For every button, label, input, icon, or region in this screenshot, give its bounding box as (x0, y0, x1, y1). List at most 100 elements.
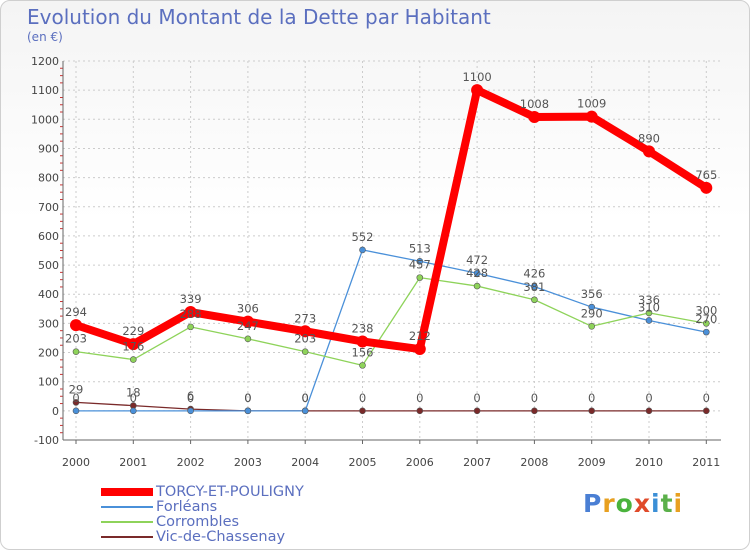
data-label: 0 (244, 391, 251, 405)
logo-letter: i (651, 489, 661, 518)
data-label: 336 (638, 293, 660, 307)
y-tick-label: 0 (52, 405, 59, 418)
data-point (187, 323, 194, 331)
y-tick-label: 200 (38, 347, 59, 360)
data-point (72, 407, 80, 415)
data-label: 294 (65, 305, 87, 319)
data-point (473, 407, 481, 415)
data-label: 0 (473, 391, 480, 405)
data-label: 0 (588, 391, 595, 405)
legend-label: Vic-de-Chassenay (156, 529, 286, 545)
data-point (130, 356, 137, 363)
y-tick-label: 1200 (31, 55, 59, 68)
y-tick-label: 300 (38, 317, 59, 330)
y-tick-label: 800 (38, 172, 59, 185)
data-label: 203 (65, 332, 87, 346)
data-point (645, 407, 653, 415)
data-label: 472 (466, 253, 488, 267)
data-point (244, 335, 252, 343)
data-point (416, 257, 424, 265)
y-tick-label: 1000 (31, 113, 59, 126)
data-point (585, 110, 598, 123)
data-label: 29 (69, 382, 84, 396)
chart-unit: (en €) (27, 30, 63, 44)
data-label: 300 (695, 303, 717, 317)
data-point (588, 322, 596, 330)
data-point (702, 328, 710, 336)
data-label: 890 (638, 131, 660, 145)
data-label: 356 (581, 287, 603, 301)
data-label: 0 (72, 391, 79, 405)
y-tick-label: 600 (38, 230, 59, 243)
x-tick-label: 2003 (234, 456, 262, 469)
y-tick-label: -100 (34, 434, 59, 447)
legend-swatch (101, 506, 153, 508)
data-label: 0 (416, 391, 423, 405)
legend-swatch (101, 521, 153, 523)
data-label: 288 (180, 307, 202, 321)
data-label: 310 (638, 300, 660, 314)
data-label: 1100 (462, 70, 491, 84)
data-label: 0 (645, 391, 652, 405)
data-label: 247 (237, 319, 259, 333)
data-point (244, 407, 252, 415)
data-point (416, 407, 424, 415)
logo-letter: i (673, 489, 684, 518)
data-point (301, 407, 309, 415)
data-label: 426 (523, 267, 545, 281)
data-label: 270 (695, 312, 717, 326)
series-line-1 (75, 249, 707, 412)
data-point (359, 246, 366, 254)
proxiti-logo: Proxiti (583, 489, 683, 518)
x-tick-label: 2006 (406, 456, 434, 469)
data-point (356, 335, 369, 348)
data-label: 1009 (577, 97, 606, 111)
data-point (416, 274, 424, 281)
data-point (359, 407, 366, 415)
data-point (702, 320, 710, 327)
data-label: 0 (531, 391, 538, 405)
data-label: 0 (302, 391, 309, 405)
data-point (127, 338, 140, 351)
data-point (645, 309, 653, 317)
data-point (471, 84, 484, 97)
data-label: 552 (352, 230, 374, 244)
logo-letter: P (583, 489, 603, 518)
data-label: 1008 (520, 97, 549, 111)
data-point (528, 110, 541, 123)
y-tick-label: 1100 (31, 84, 59, 97)
x-tick-label: 2010 (635, 456, 663, 469)
data-point (187, 407, 194, 415)
data-point (359, 362, 366, 369)
x-tick-label: 2002 (177, 456, 205, 469)
data-point (702, 407, 710, 415)
data-label: 513 (409, 241, 431, 255)
data-point (700, 181, 713, 194)
data-point (72, 348, 80, 355)
data-point (473, 282, 481, 290)
data-point (531, 283, 538, 290)
x-tick-label: 2005 (349, 456, 377, 469)
data-label: 212 (409, 329, 431, 343)
series-line-2 (75, 276, 707, 367)
x-tick-label: 2011 (692, 456, 720, 469)
data-point (473, 269, 481, 277)
data-point (531, 296, 538, 304)
logo-letter: t (660, 489, 674, 518)
logo-letter: r (602, 489, 616, 518)
y-tick-label: 900 (38, 142, 59, 155)
data-label: 0 (130, 391, 137, 405)
y-tick-label: 400 (38, 288, 59, 301)
data-label: 18 (126, 386, 141, 400)
data-label: 428 (466, 266, 488, 280)
data-label: 6 (187, 389, 194, 403)
series-line-0 (72, 86, 711, 354)
y-tick-label: 700 (38, 201, 59, 214)
legend-swatch (101, 536, 153, 538)
data-label: 0 (359, 391, 366, 405)
x-tick-label: 2008 (520, 456, 548, 469)
data-label: 381 (523, 280, 545, 294)
legend-label: Corrombles (156, 514, 240, 530)
